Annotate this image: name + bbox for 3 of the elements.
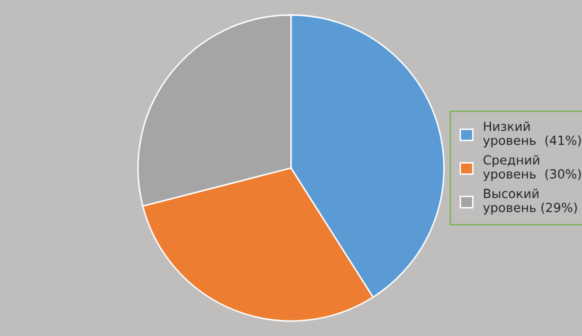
legend-label: Средний уровень (30%) bbox=[483, 155, 581, 182]
legend-label: Высокий уровень (29%) bbox=[483, 188, 577, 215]
legend-label: Низкий уровень (41%) bbox=[483, 121, 581, 148]
